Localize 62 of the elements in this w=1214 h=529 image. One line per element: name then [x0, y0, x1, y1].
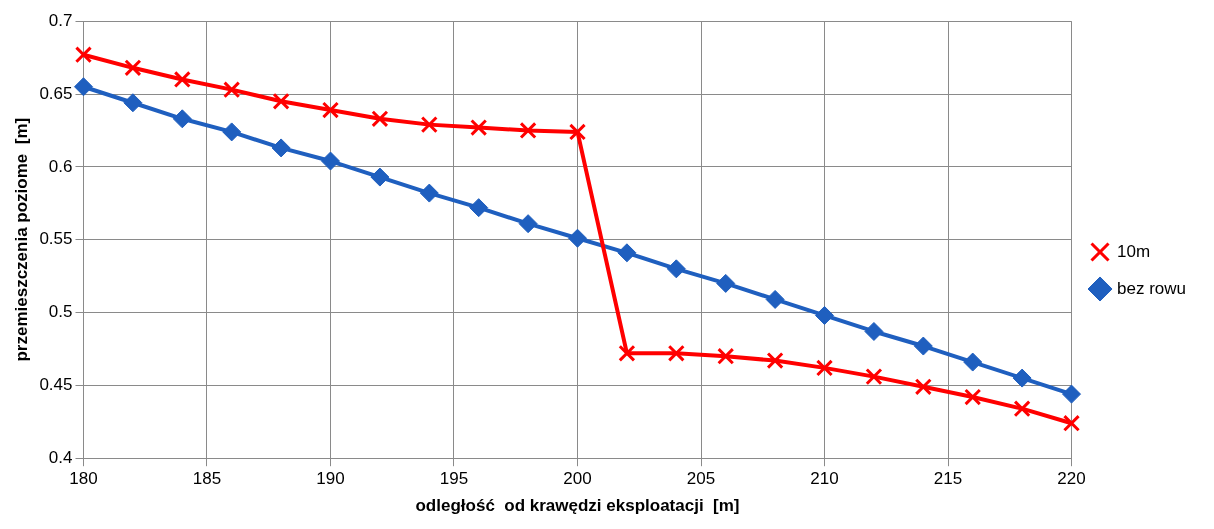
x-tick-label: 220 — [1057, 469, 1086, 489]
point — [73, 77, 93, 97]
point — [864, 321, 884, 341]
x-tick-label: 210 — [810, 469, 839, 489]
point — [765, 289, 785, 309]
point — [815, 305, 835, 325]
x-tick-label: 215 — [933, 469, 963, 489]
y-tick-label: 0.5 — [48, 302, 73, 322]
x-tick-label: 190 — [316, 469, 345, 489]
legend-label: 10m — [1117, 241, 1151, 261]
point — [568, 123, 587, 141]
point — [716, 273, 736, 293]
point — [321, 101, 340, 119]
point — [766, 352, 784, 370]
point — [371, 110, 389, 128]
x-axis-title: odległość od krawędzi eksploatacji [m] — [415, 496, 740, 516]
point — [123, 93, 143, 113]
point — [470, 118, 488, 137]
x-tick-label: 180 — [69, 469, 98, 489]
x-tick-label: 185 — [192, 469, 222, 489]
point — [321, 151, 340, 171]
point — [666, 259, 686, 279]
point — [420, 116, 438, 134]
x-tick-label: 200 — [563, 469, 592, 489]
y-tick-label: 0.7 — [48, 10, 73, 30]
point — [1062, 414, 1081, 432]
y-tick-label: 0.6 — [48, 156, 73, 176]
y-tick-label: 0.55 — [39, 229, 73, 249]
point — [124, 59, 142, 77]
legend-label: bez rowu — [1117, 278, 1186, 298]
point — [74, 46, 93, 64]
point — [617, 243, 637, 263]
point — [1012, 368, 1032, 388]
point — [913, 336, 933, 356]
point — [964, 388, 982, 406]
point — [519, 121, 537, 140]
point — [963, 352, 983, 372]
point — [469, 198, 489, 218]
y-tick-label: 0.45 — [39, 375, 73, 395]
point — [172, 109, 192, 129]
x-tick-label: 195 — [439, 469, 469, 489]
point — [1062, 384, 1082, 404]
y-tick-label: 0.65 — [39, 83, 73, 103]
point — [518, 214, 538, 234]
point — [223, 81, 241, 99]
point — [815, 359, 834, 377]
point — [717, 347, 735, 365]
x-tick-label: 205 — [686, 469, 716, 489]
point — [618, 344, 636, 362]
point — [1013, 400, 1031, 418]
point — [419, 183, 439, 203]
point — [568, 228, 587, 248]
point — [271, 138, 291, 158]
point — [914, 378, 932, 396]
y-axis-title: przemieszczenia poziome [m] — [11, 117, 31, 362]
point — [173, 70, 191, 89]
point — [667, 344, 685, 362]
point — [865, 368, 883, 386]
point — [370, 167, 390, 187]
point — [222, 122, 242, 142]
y-tick-label: 0.4 — [48, 447, 73, 467]
point — [272, 92, 290, 110]
